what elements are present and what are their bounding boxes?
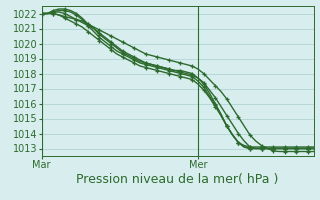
X-axis label: Pression niveau de la mer( hPa ): Pression niveau de la mer( hPa ) (76, 173, 279, 186)
